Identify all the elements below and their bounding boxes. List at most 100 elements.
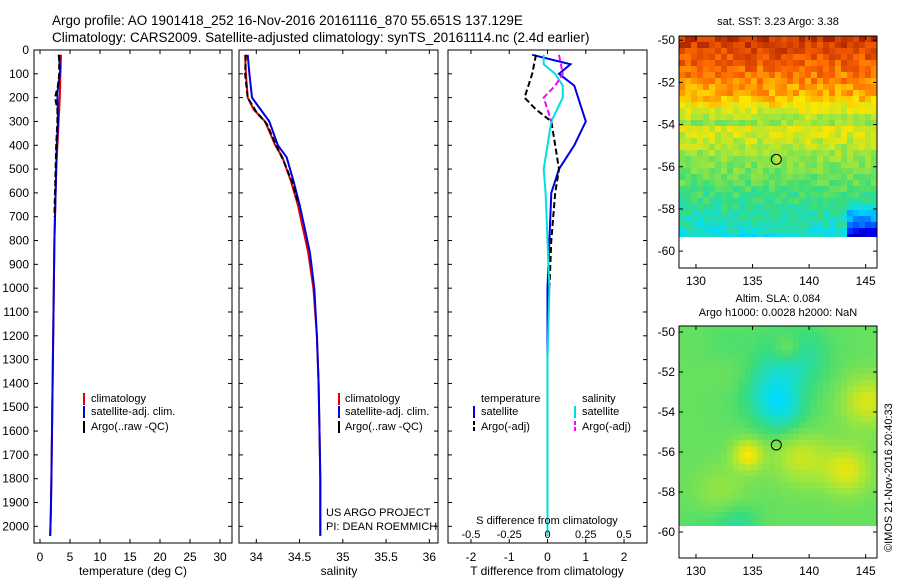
sla-cell bbox=[751, 422, 758, 429]
sla-cell bbox=[793, 368, 800, 375]
sst-cell bbox=[697, 216, 704, 223]
sla-cell bbox=[745, 494, 752, 501]
sla-cell bbox=[763, 440, 770, 447]
sst-cell bbox=[829, 192, 836, 199]
sla-cell bbox=[685, 434, 692, 441]
sst-cell bbox=[733, 162, 740, 169]
sst-cell bbox=[859, 216, 866, 223]
sst-cell bbox=[715, 210, 722, 217]
sst-cell bbox=[709, 108, 716, 115]
sla-cell bbox=[859, 326, 866, 333]
sst-cell bbox=[769, 114, 776, 121]
x-tick-label: 10 bbox=[93, 550, 107, 564]
sla-cell bbox=[805, 470, 812, 477]
s-tick-label: 0 bbox=[544, 529, 550, 541]
sst-cell bbox=[793, 126, 800, 133]
sst-cell bbox=[859, 234, 866, 237]
sst-cell bbox=[793, 204, 800, 211]
sst-cell bbox=[793, 102, 800, 109]
sla-cell bbox=[787, 326, 794, 333]
sla-cell bbox=[811, 452, 818, 459]
difference-ticks: -2 -1 0 1 2 bbox=[448, 49, 647, 564]
sst-cell bbox=[751, 138, 758, 145]
sst-cell bbox=[793, 96, 800, 103]
sst-cell bbox=[745, 132, 752, 139]
sla-cell bbox=[871, 446, 877, 453]
sla-cell bbox=[817, 356, 824, 363]
sla-cell bbox=[727, 470, 734, 477]
sla-cell bbox=[817, 512, 824, 519]
sst-cell bbox=[697, 210, 704, 217]
sla-cell bbox=[691, 434, 698, 441]
sst-cell bbox=[685, 162, 692, 169]
sla-cell bbox=[865, 434, 872, 441]
sst-cell bbox=[709, 102, 716, 109]
sla-cell bbox=[763, 524, 770, 526]
sst-cell bbox=[745, 102, 752, 109]
sla-cell bbox=[805, 398, 812, 405]
sla-cell bbox=[709, 338, 716, 345]
sst-cell bbox=[733, 180, 740, 187]
sla-cell bbox=[847, 380, 854, 387]
sla-cell bbox=[739, 476, 746, 483]
sla-cell bbox=[799, 494, 806, 501]
sla-cell bbox=[793, 404, 800, 411]
sst-cell bbox=[691, 204, 698, 211]
sst-cell bbox=[745, 114, 752, 121]
sst-cell bbox=[853, 138, 860, 145]
sst-cell bbox=[799, 168, 806, 175]
sla-cell bbox=[709, 386, 716, 393]
sla-cell bbox=[811, 404, 818, 411]
sla-cell bbox=[775, 518, 782, 525]
sst-cell bbox=[703, 156, 710, 163]
sla-cell bbox=[709, 452, 716, 459]
sst-cell bbox=[859, 222, 866, 229]
sst-cell bbox=[859, 150, 866, 157]
sst-cell bbox=[823, 54, 830, 61]
sst-cell bbox=[727, 60, 734, 67]
sst-cell bbox=[871, 162, 877, 169]
sla-cell bbox=[787, 338, 794, 345]
sla-cell bbox=[841, 470, 848, 477]
sla-cell bbox=[853, 380, 860, 387]
sla-cell bbox=[715, 434, 722, 441]
sla-cell bbox=[751, 362, 758, 369]
sst-cell bbox=[847, 168, 854, 175]
temperature-ticks: 0100200300400500600700800900100011001200… bbox=[2, 43, 232, 564]
s-tick-label: 0.25 bbox=[575, 529, 596, 541]
sla-cell bbox=[787, 344, 794, 351]
sst-cell bbox=[685, 102, 692, 109]
sla-cell bbox=[721, 332, 728, 339]
sst-cell bbox=[709, 228, 716, 235]
sst-cell bbox=[685, 192, 692, 199]
sla-cell bbox=[829, 488, 836, 495]
sst-cell bbox=[763, 192, 770, 199]
sst-cell bbox=[787, 60, 794, 67]
sla-cell bbox=[775, 452, 782, 459]
sst-cell bbox=[805, 60, 812, 67]
sst-cell bbox=[685, 198, 692, 205]
sla-cell bbox=[709, 332, 716, 339]
sst-cell bbox=[805, 228, 812, 235]
sla-cell bbox=[679, 524, 686, 526]
sst-cell bbox=[781, 120, 788, 127]
sla-cell bbox=[859, 434, 866, 441]
sla-cell bbox=[835, 518, 842, 525]
sla-cell bbox=[865, 458, 872, 465]
sst-cell bbox=[775, 186, 782, 193]
sla-cell bbox=[853, 398, 860, 405]
series-line-argo-adj- bbox=[523, 54, 561, 289]
sst-cell bbox=[697, 96, 704, 103]
sst-cell bbox=[859, 192, 866, 199]
sst-cell bbox=[697, 84, 704, 91]
sla-cell bbox=[799, 380, 806, 387]
sst-cell bbox=[805, 180, 812, 187]
sla-cell bbox=[703, 440, 710, 447]
sst-cell bbox=[685, 204, 692, 211]
sla-cell bbox=[853, 518, 860, 525]
sla-cell bbox=[703, 416, 710, 423]
sla-cell bbox=[787, 350, 794, 357]
sla-cell bbox=[853, 368, 860, 375]
sst-cell bbox=[745, 234, 752, 237]
sst-cell bbox=[715, 42, 722, 49]
